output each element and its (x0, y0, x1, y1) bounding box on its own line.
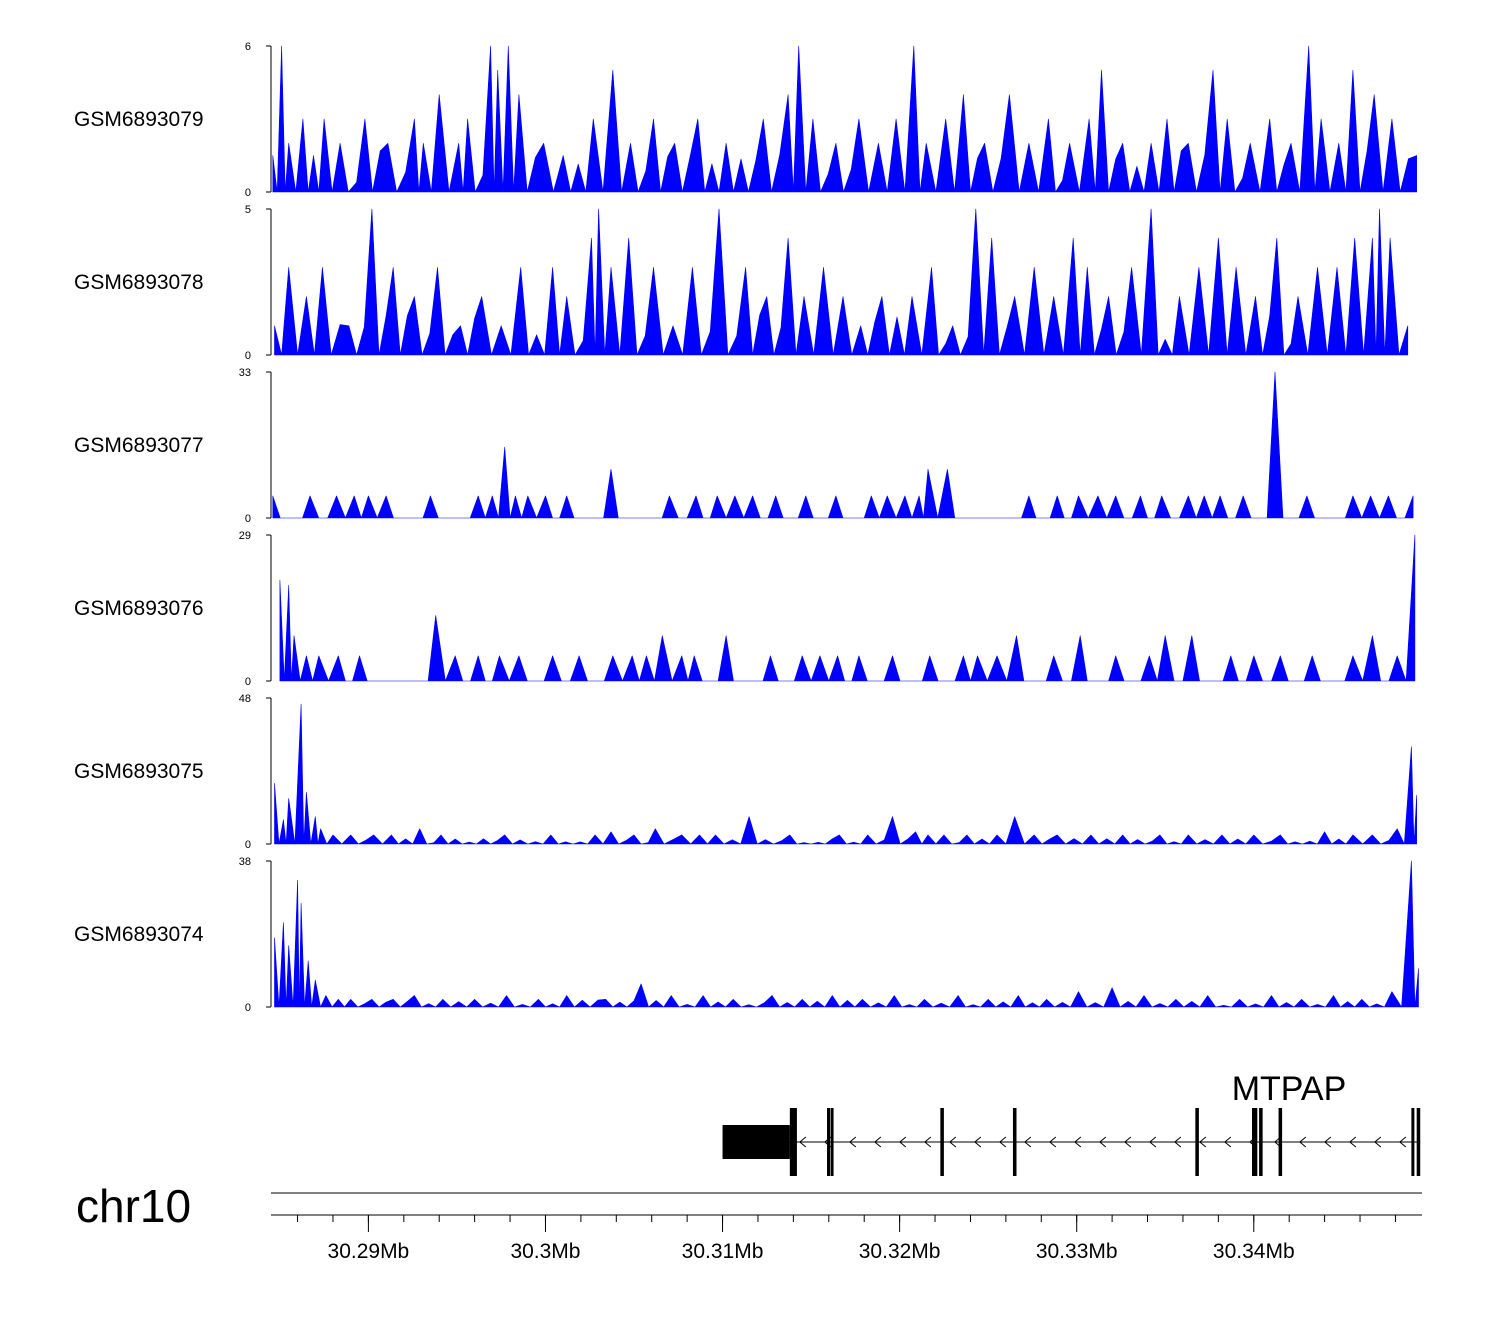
track-label: GSM6893074 (74, 923, 204, 946)
y-min-label: 0 (245, 676, 251, 688)
y-max-label: 5 (245, 204, 251, 216)
axis-tick-label: 30.29Mb (328, 1240, 410, 1263)
track-GSM6893074: GSM6893074 38 0 (74, 856, 1419, 1014)
gene-track: MTPAP (722, 1070, 1421, 1176)
exon-block (1259, 1108, 1263, 1176)
track-GSM6893079: GSM6893079 6 0 (74, 41, 1417, 199)
strand-arrow (1349, 1136, 1357, 1148)
strand-arrow (999, 1136, 1007, 1148)
track-label: GSM6893078 (74, 271, 204, 294)
strand-arrow (799, 1136, 807, 1148)
strand-arrow (1299, 1136, 1307, 1148)
strand-arrow (924, 1136, 932, 1148)
strand-arrow (1149, 1136, 1157, 1148)
y-max-label: 33 (239, 367, 251, 379)
gene-label: MTPAP (1232, 1070, 1347, 1108)
axis-tick-label: 30.33Mb (1036, 1240, 1118, 1263)
track-GSM6893076: GSM6893076 29 0 (74, 530, 1416, 688)
exon-block (940, 1108, 944, 1176)
coverage-area (274, 703, 1417, 845)
strand-arrow (1174, 1136, 1182, 1148)
strand-arrow (874, 1136, 882, 1148)
strand-arrow (1099, 1136, 1107, 1148)
strand-arrow (1224, 1136, 1232, 1148)
strand-arrow (974, 1136, 982, 1148)
y-max-label: 6 (245, 41, 251, 53)
chromosome-label: chr10 (76, 1180, 191, 1232)
track-label: GSM6893079 (74, 108, 204, 131)
y-max-label: 48 (239, 693, 251, 705)
exon-block (1195, 1108, 1199, 1176)
track-label: GSM6893075 (74, 760, 204, 783)
coverage-area (272, 45, 1417, 193)
strand-arrow (1124, 1136, 1132, 1148)
utr-block (722, 1125, 790, 1159)
strand-arrow (849, 1136, 857, 1148)
coverage-area (272, 371, 1414, 519)
strand-arrow (949, 1136, 957, 1148)
axis-tick-label: 30.3Mb (510, 1240, 580, 1263)
strand-arrow (899, 1136, 907, 1148)
exon-block (1278, 1108, 1283, 1176)
y-min-label: 0 (245, 839, 251, 851)
gene-model (722, 1108, 1421, 1176)
y-max-label: 38 (239, 856, 251, 868)
track-label: GSM6893076 (74, 597, 204, 620)
strand-arrow (1049, 1136, 1057, 1148)
exon-block (1012, 1108, 1017, 1176)
track-GSM6893077: GSM6893077 33 0 (74, 367, 1414, 525)
coverage-area (279, 534, 1416, 682)
y-min-label: 0 (245, 513, 251, 525)
exon-block (1416, 1108, 1421, 1176)
strand-arrow (1399, 1136, 1407, 1148)
y-min-label: 0 (245, 187, 251, 199)
track-GSM6893075: GSM6893075 48 0 (74, 693, 1417, 851)
genomic-axis: chr10 30.29Mb 30.3Mb 30.31Mb 30.32Mb 30.33Mb… (76, 1180, 1422, 1263)
exon-block (1252, 1108, 1258, 1176)
axis-tick-label: 30.34Mb (1213, 1240, 1295, 1263)
coverage-area (274, 860, 1419, 1008)
coverage-tracks: GSM689307960GSM689307850GSM6893077330GSM… (74, 41, 1419, 1014)
y-max-label: 29 (239, 530, 251, 542)
strand-arrow (1024, 1136, 1032, 1148)
axis-tick-label: 30.32Mb (859, 1240, 941, 1263)
exon-block (830, 1108, 834, 1176)
exon-block (827, 1108, 831, 1176)
track-GSM6893078: GSM6893078 5 0 (74, 204, 1409, 362)
exon-block (1411, 1108, 1415, 1176)
exon-block (789, 1108, 797, 1176)
y-min-label: 0 (245, 350, 251, 362)
axis-tick-label: 30.31Mb (682, 1240, 764, 1263)
coverage-area (274, 208, 1409, 356)
strand-arrow (1074, 1136, 1082, 1148)
strand-arrow (1199, 1136, 1207, 1148)
track-label: GSM6893077 (74, 434, 204, 457)
strand-arrow (1324, 1136, 1332, 1148)
strand-arrow (1374, 1136, 1382, 1148)
y-min-label: 0 (245, 1002, 251, 1014)
